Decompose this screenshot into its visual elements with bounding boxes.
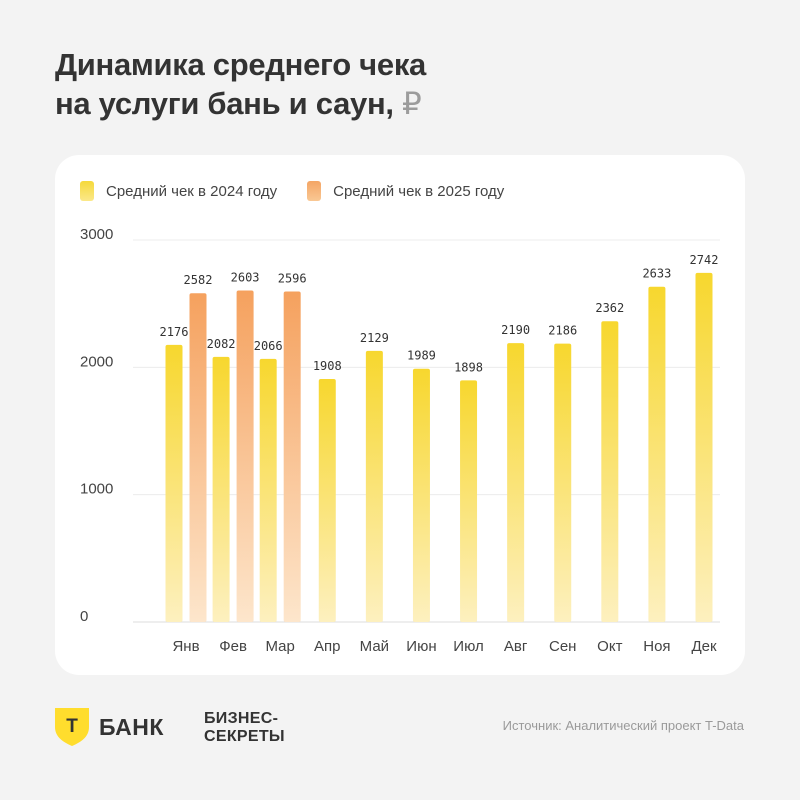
legend-label-2024: Средний чек в 2024 году: [106, 182, 278, 200]
x-tick-label: Ноя: [643, 638, 670, 655]
data-label: 2633: [642, 267, 671, 281]
tbank-logo: Т БАНК: [55, 708, 164, 746]
bar-Фев-2024: [212, 356, 230, 622]
bar-Май-2024: [365, 350, 383, 622]
data-label: 2362: [595, 301, 624, 315]
partner-logo: БИЗНЕС- СЕКРЕТЫ: [204, 710, 285, 746]
chart-title: Динамика среднего чека на услуги бань и …: [55, 45, 426, 123]
y-tick-label: 2000: [80, 353, 113, 370]
legend-swatch-2025: [307, 181, 322, 201]
legend-swatch-2024: [80, 181, 94, 201]
y-tick-label: 1000: [80, 481, 113, 498]
bar-Апр-2024: [318, 379, 336, 622]
data-label: 2742: [690, 253, 719, 267]
legend-label-2025: Средний чек в 2025 году: [333, 182, 505, 200]
title-line-2: на услуги бань и саун,: [55, 86, 394, 121]
source-note: Источник: Аналитический проект T-Data: [502, 718, 744, 733]
data-label: 2582: [184, 273, 213, 287]
tbank-shield-icon: Т: [55, 708, 89, 746]
bar-Мар-2025: [283, 291, 301, 622]
data-label: 2186: [548, 324, 577, 338]
x-tick-label: Авг: [504, 638, 528, 655]
bar-Дек-2024: [695, 272, 713, 622]
y-tick-label: 3000: [80, 226, 113, 243]
data-label: 2603: [231, 271, 260, 285]
data-label: 1898: [454, 360, 483, 374]
legend-item-2024: Средний чек в 2024 году: [80, 181, 277, 201]
data-label: 2190: [501, 323, 530, 337]
data-label: 2596: [278, 271, 307, 285]
bar-Фев-2025: [236, 290, 254, 622]
x-tick-label: Сен: [549, 638, 576, 655]
title-currency: ₽: [402, 86, 422, 121]
bar-Окт-2024: [601, 321, 619, 622]
x-tick-label: Окт: [597, 638, 622, 655]
data-label: 2066: [254, 339, 283, 353]
bar-Авг-2024: [507, 343, 525, 622]
data-label: 2129: [360, 331, 389, 345]
bar-Июл-2024: [460, 380, 478, 622]
x-tick-label: Мар: [266, 638, 295, 655]
bar-Мар-2024: [259, 358, 277, 622]
tbank-shield-letter: Т: [66, 716, 78, 737]
data-label: 1908: [313, 359, 342, 373]
x-axis-ticks: Янв Фев Мар Апр Май Июн Июл Авг Сен Окт Ноя Дек: [172, 638, 717, 655]
x-tick-label: Янв: [172, 638, 199, 655]
bar-Янв-2025: [189, 293, 207, 622]
data-labels: 2176 2582 2082 2603 2066 2596 1908 2129 1989 1898…: [160, 253, 719, 374]
partner-line-2: СЕКРЕТЫ: [204, 728, 285, 745]
y-tick-label: 0: [80, 608, 88, 625]
bars: [165, 272, 713, 622]
title-line-1: Динамика среднего чека: [55, 47, 426, 82]
bar-Янв-2024: [165, 344, 183, 622]
x-tick-label: Апр: [314, 638, 340, 655]
data-label: 2176: [160, 325, 189, 339]
legend-item-2025: Средний чек в 2025 году: [307, 181, 504, 201]
data-label: 1989: [407, 349, 436, 363]
x-tick-label: Июл: [453, 638, 483, 655]
data-label: 2082: [207, 337, 236, 351]
x-tick-label: Фев: [219, 638, 247, 655]
x-tick-label: Май: [360, 638, 389, 655]
partner-line-1: БИЗНЕС-: [204, 710, 279, 727]
bar-Ноя-2024: [648, 286, 666, 622]
tbank-name: БАНК: [99, 713, 164, 740]
bar-Сен-2024: [554, 343, 572, 622]
x-tick-label: Дек: [691, 638, 717, 655]
bar-Июн-2024: [412, 368, 430, 622]
chart-legend: Средний чек в 2024 году Средний чек в 20…: [80, 180, 504, 202]
y-axis-ticks: 0 1000 2000 3000: [80, 226, 113, 625]
x-tick-label: Июн: [406, 638, 436, 655]
